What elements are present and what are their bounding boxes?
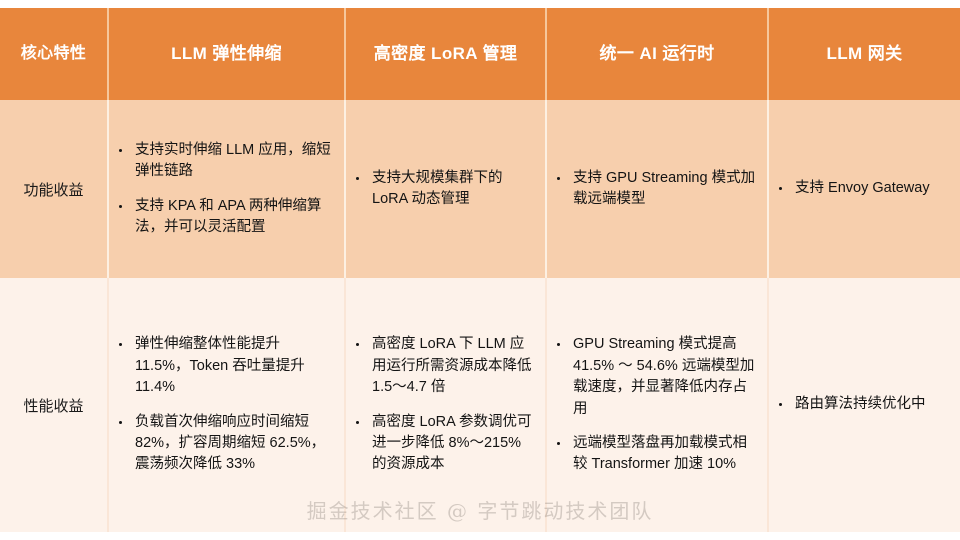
list-item: 支持实时伸缩 LLM 应用，缩短弹性链路	[115, 140, 334, 183]
list-item: 负载首次伸缩响应时间缩短 82%，扩容周期缩短 62.5%，震荡频次降低 33%	[115, 412, 334, 476]
cell-functional-llm-gateway: 支持 Envoy Gateway	[768, 100, 960, 278]
feature-comparison-table: 核心特性 LLM 弹性伸缩 高密度 LoRA 管理 统一 AI 运行时 LLM …	[0, 8, 960, 532]
list-item: 支持 GPU Streaming 模式加载远端模型	[553, 168, 757, 211]
table-header-row: 核心特性 LLM 弹性伸缩 高密度 LoRA 管理 统一 AI 运行时 LLM …	[0, 8, 960, 100]
table-row-performance-benefit: 性能收益 弹性伸缩整体性能提升 11.5%，Token 吞吐量提升 11.4% …	[0, 278, 960, 532]
bullet-list: 弹性伸缩整体性能提升 11.5%，Token 吞吐量提升 11.4% 负载首次伸…	[115, 334, 334, 476]
list-item: 高密度 LoRA 参数调优可进一步降低 8%～215%的资源成本	[352, 412, 535, 476]
cell-functional-llm-elastic-scaling: 支持实时伸缩 LLM 应用，缩短弹性链路 支持 KPA 和 APA 两种伸缩算法…	[108, 100, 346, 278]
bullet-list: 支持 GPU Streaming 模式加载远端模型	[553, 168, 757, 211]
cell-functional-unified-ai-runtime: 支持 GPU Streaming 模式加载远端模型	[546, 100, 769, 278]
column-header-llm-elastic-scaling: LLM 弹性伸缩	[108, 8, 346, 100]
table-header: 核心特性 LLM 弹性伸缩 高密度 LoRA 管理 统一 AI 运行时 LLM …	[0, 8, 960, 100]
column-header-unified-ai-runtime: 统一 AI 运行时	[546, 8, 769, 100]
bullet-list: 支持大规模集群下的 LoRA 动态管理	[352, 168, 535, 211]
column-header-llm-gateway: LLM 网关	[768, 8, 960, 100]
cell-performance-llm-elastic-scaling: 弹性伸缩整体性能提升 11.5%，Token 吞吐量提升 11.4% 负载首次伸…	[108, 278, 346, 532]
row-label-functional-benefit: 功能收益	[0, 100, 109, 278]
list-item: 支持 KPA 和 APA 两种伸缩算法，并可以灵活配置	[115, 196, 334, 239]
list-item: 路由算法持续优化中	[775, 394, 950, 415]
table-row-functional-benefit: 功能收益 支持实时伸缩 LLM 应用，缩短弹性链路 支持 KPA 和 APA 两…	[0, 100, 960, 278]
column-header-high-density-lora: 高密度 LoRA 管理	[345, 8, 547, 100]
cell-performance-high-density-lora: 高密度 LoRA 下 LLM 应用运行所需资源成本降低 1.5～4.7 倍 高密…	[345, 278, 547, 532]
table-body: 功能收益 支持实时伸缩 LLM 应用，缩短弹性链路 支持 KPA 和 APA 两…	[0, 100, 960, 532]
list-item: 高密度 LoRA 下 LLM 应用运行所需资源成本降低 1.5～4.7 倍	[352, 334, 535, 398]
cell-performance-llm-gateway: 路由算法持续优化中	[768, 278, 960, 532]
list-item: 支持 Envoy Gateway	[775, 178, 950, 199]
bullet-list: 高密度 LoRA 下 LLM 应用运行所需资源成本降低 1.5～4.7 倍 高密…	[352, 334, 535, 476]
row-label-performance-benefit: 性能收益	[0, 278, 109, 532]
bullet-list: 支持实时伸缩 LLM 应用，缩短弹性链路 支持 KPA 和 APA 两种伸缩算法…	[115, 140, 334, 239]
list-item: 弹性伸缩整体性能提升 11.5%，Token 吞吐量提升 11.4%	[115, 334, 334, 398]
list-item: GPU Streaming 模式提高 41.5% ～ 54.6% 远端模型加载速…	[553, 334, 757, 420]
list-item: 支持大规模集群下的 LoRA 动态管理	[352, 168, 535, 211]
bullet-list: 支持 Envoy Gateway	[775, 178, 950, 199]
cell-performance-unified-ai-runtime: GPU Streaming 模式提高 41.5% ～ 54.6% 远端模型加载速…	[546, 278, 769, 532]
column-header-core-feature: 核心特性	[0, 8, 109, 100]
cell-functional-high-density-lora: 支持大规模集群下的 LoRA 动态管理	[345, 100, 547, 278]
bullet-list: GPU Streaming 模式提高 41.5% ～ 54.6% 远端模型加载速…	[553, 334, 757, 476]
bullet-list: 路由算法持续优化中	[775, 394, 950, 415]
list-item: 远端模型落盘再加载模式相较 Transformer 加速 10%	[553, 433, 757, 476]
